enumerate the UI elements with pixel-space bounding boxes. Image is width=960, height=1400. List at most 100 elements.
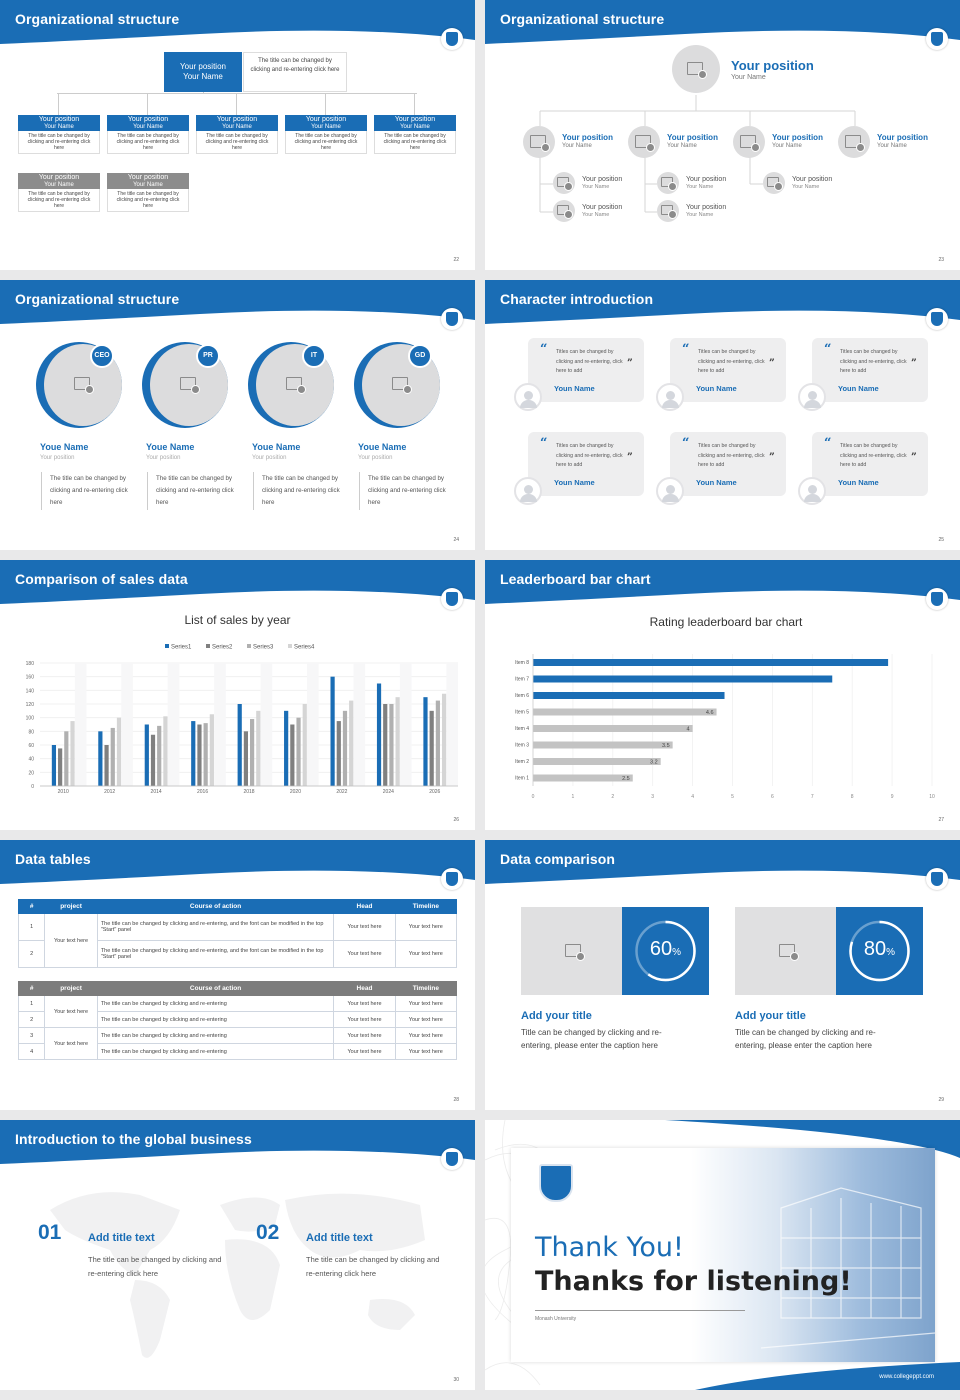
position-header: Your position Your Name [18, 115, 100, 131]
table-row[interactable]: 4 The title can be changed by clicking an… [17, 1043, 458, 1060]
table-row[interactable]: 3 Your text here The title can be changed … [17, 1027, 458, 1060]
position-desc: The title can be changed by clicking and… [374, 131, 456, 154]
divider-line [359, 472, 360, 510]
slide-org-circles[interactable]: Organizational structure CEO Youe Name You… [0, 280, 475, 550]
avatar-icon [798, 477, 826, 505]
quote-text: Titles can be changed by clicking and re… [840, 443, 907, 468]
person-position: Your position [146, 455, 181, 461]
header-wave [0, 0, 475, 44]
photo-placeholder [733, 126, 765, 158]
x-tick-label: 1 [572, 794, 575, 800]
name-label: Your Name [667, 143, 697, 149]
badge-text: GD [414, 352, 426, 359]
org-connector-lines [236, 93, 237, 115]
image-icon [740, 135, 760, 152]
y-tick-label: 180 [26, 661, 35, 667]
slide-org-chart-photos[interactable]: Organizational structure Your position Y… [485, 0, 960, 270]
slide-title: Leaderboard bar chart [500, 571, 651, 587]
quote-text: Titles can be changed by clicking and re… [556, 349, 623, 374]
name-label: Your Name [44, 124, 74, 130]
position-box[interactable]: Your position Your Name The title can be c… [374, 115, 456, 154]
position-label: Your position [582, 204, 623, 211]
position-desc: The title can be changed by clicking and… [107, 131, 189, 154]
row-number: 2 [17, 940, 46, 968]
legend-label: Series4 [294, 645, 315, 651]
header-wave [485, 0, 960, 44]
quote-text: Titles can be changed by clicking and re… [556, 443, 623, 468]
column-header: project [44, 899, 98, 914]
x-tick-label: 2018 [243, 789, 254, 795]
image-icon [635, 135, 655, 152]
action-cell: The title can be changed by clicking and… [96, 913, 335, 941]
position-label: Your position [686, 204, 727, 211]
person-position: Your position [252, 455, 287, 461]
slide-data-tables[interactable]: Data tables # project Course of action Head… [0, 840, 475, 1110]
page-number: 30 [453, 1377, 459, 1383]
university-crest-icon [441, 868, 463, 890]
position-desc: The title can be changed by clicking and… [107, 189, 189, 212]
bar [110, 727, 115, 786]
slide-title: Comparison of sales data [15, 571, 188, 587]
y-tick-label: 60 [28, 743, 34, 749]
slide-sales-chart[interactable]: Comparison of sales data List of sales b… [0, 560, 475, 830]
position-box[interactable]: Your position Your Name The title can be c… [107, 115, 189, 154]
item-title: Add title text [306, 1232, 373, 1244]
name-label: Your Name [44, 182, 74, 188]
world-map-background [50, 1192, 425, 1358]
badge-text: CEO [94, 352, 110, 359]
university-crest-icon [926, 28, 948, 50]
percent-value: 80 [863, 938, 887, 960]
column-band [121, 663, 133, 786]
x-tick-label: 2024 [383, 789, 394, 795]
card-desc: Title can be changed by clicking and re-… [521, 1028, 662, 1050]
slide-character-intro[interactable]: Character introduction “ Titles can be ch… [485, 280, 960, 550]
slide-org-chart-boxes[interactable]: Organizational structure Your position Y… [0, 0, 475, 270]
position-label: Your position [127, 116, 169, 123]
x-tick-label: 2022 [336, 789, 347, 795]
bar [533, 675, 833, 683]
x-tick-label: 2026 [429, 789, 440, 795]
page-number: 29 [938, 1097, 944, 1103]
photo-placeholder [523, 126, 555, 158]
position-label: Your position [38, 116, 80, 123]
bar [533, 659, 889, 666]
position-box[interactable]: Your position Your Name The title can be c… [285, 115, 367, 154]
y-tick-label: 140 [26, 688, 35, 694]
position-label: Your position [667, 133, 718, 142]
website-url[interactable]: www.collegeppt.com [879, 1374, 934, 1380]
percent-unit: % [886, 947, 896, 958]
position-box[interactable]: Your position Your Name The title can be c… [196, 115, 278, 154]
row-number: 2 [17, 1011, 46, 1028]
badge-text: IT [310, 352, 318, 359]
data-table-blue: # project Course of action Head Timeline 1 You… [17, 899, 458, 968]
legend-swatch [206, 644, 210, 648]
position-box[interactable]: Your position Your Name The title can be c… [18, 115, 100, 154]
top-position-box[interactable]: Your position Your Name [164, 52, 242, 92]
position-box[interactable]: Your position Your Name The title can be c… [107, 173, 189, 212]
legend-label: Series1 [171, 645, 192, 651]
bar [336, 721, 341, 786]
position-label: Your position [305, 116, 347, 123]
bar [64, 731, 69, 786]
x-tick-label: 2 [611, 794, 614, 800]
slide-data-comparison[interactable]: Data comparison 60% Add your title Title c… [485, 840, 960, 1110]
leaderboard-bar-chart: 0 1 2 3 4 5 6 7 8 9 10 Item 8 Item 7 Item 6 Item 5 4.6 I… [515, 654, 935, 800]
slide-leaderboard[interactable]: Leaderboard bar chart Rating leaderboard… [485, 560, 960, 830]
position-header: Your position Your Name [196, 115, 278, 131]
bar [383, 704, 388, 786]
table-row[interactable]: 1 Your text here The title can be changed … [17, 995, 458, 1028]
slide-thank-you[interactable]: Thank You! Thanks for listening! Monash … [485, 1120, 960, 1390]
x-tick-label: 7 [811, 794, 814, 800]
top-position-label: Your position [731, 58, 814, 73]
table-row[interactable]: 2 The title can be changed by clicking an… [17, 940, 458, 968]
action-cell: The title can be changed by clicking and… [96, 1043, 335, 1060]
action-cell: The title can be changed by clicking and… [96, 940, 335, 968]
slide-global-business[interactable]: Introduction to the global business 01 Ad… [0, 1120, 475, 1390]
quote-text: Titles can be changed by clicking and re… [698, 349, 765, 374]
image-icon [779, 944, 799, 961]
photo-placeholder [657, 172, 679, 194]
position-box[interactable]: Your position Your Name The title can be c… [18, 173, 100, 212]
avatar-icon [514, 477, 542, 505]
table-row[interactable]: 1 Your text here The title can be changed … [17, 913, 458, 968]
divider-line [253, 472, 254, 510]
